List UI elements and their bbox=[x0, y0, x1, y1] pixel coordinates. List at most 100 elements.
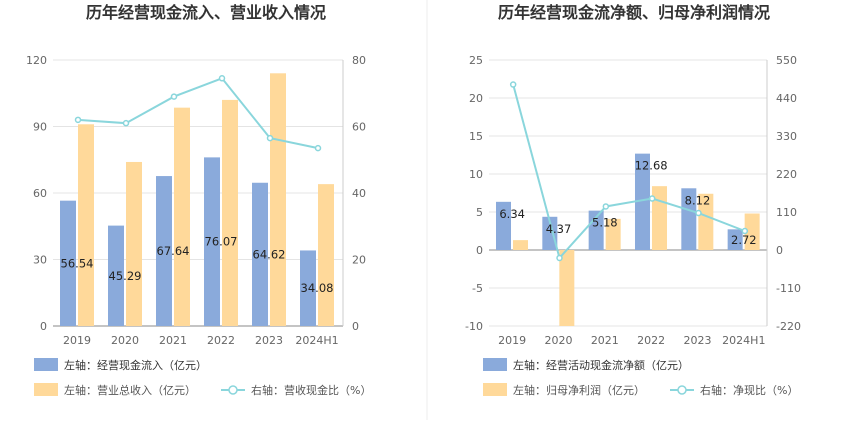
bar-data-label: 6.34 bbox=[499, 207, 525, 221]
bar-data-label: 67.64 bbox=[157, 244, 190, 258]
bar-series-2 bbox=[318, 184, 334, 326]
bar-series-2 bbox=[744, 213, 760, 250]
line-series bbox=[77, 77, 319, 150]
bar-series-2 bbox=[698, 193, 714, 250]
category-label: 2024H1 bbox=[722, 334, 765, 347]
left-axis-tick-label: 0 bbox=[40, 320, 47, 333]
chart-title: 历年经营现金流净额、归母净利润情况 bbox=[498, 3, 770, 22]
right-axis-tick-label: 60 bbox=[352, 121, 366, 134]
bar-series-1 bbox=[252, 182, 268, 326]
left-axis-tick-label: 15 bbox=[469, 130, 483, 143]
legend-swatch-bar1 bbox=[483, 358, 507, 371]
right-axis-tick-label: 0 bbox=[776, 244, 783, 257]
bar-series-2 bbox=[270, 73, 286, 326]
legend-label-bar2: 左轴：营业总收入（亿元） bbox=[64, 383, 196, 397]
left-axis-tick-label: 25 bbox=[469, 54, 483, 67]
right-axis-tick-label: 0 bbox=[352, 320, 359, 333]
bar-series-2 bbox=[222, 99, 238, 327]
line-point bbox=[314, 144, 322, 152]
bar-data-label: 4.37 bbox=[546, 222, 572, 236]
line-point bbox=[218, 75, 226, 82]
category-label: 2019 bbox=[498, 334, 526, 347]
line-point bbox=[170, 93, 178, 100]
left-axis-tick-label: 0 bbox=[476, 244, 483, 257]
category-label: 2019 bbox=[63, 334, 91, 347]
left-axis-tick-label: 60 bbox=[33, 187, 47, 200]
left-axis-tick-label: 5 bbox=[476, 206, 483, 219]
right-axis-tick-label: 220 bbox=[776, 168, 797, 181]
category-label: 2022 bbox=[637, 334, 665, 347]
right-axis-tick-label: 40 bbox=[352, 187, 366, 200]
bar-data-label: 5.18 bbox=[592, 216, 618, 230]
bar-data-label: 2.72 bbox=[731, 233, 757, 247]
left-axis-tick-label: 30 bbox=[33, 254, 47, 267]
legend-swatch-bar2 bbox=[483, 383, 507, 396]
bar-series-1 bbox=[204, 157, 220, 326]
category-label: 2022 bbox=[207, 334, 235, 347]
bar-series-2 bbox=[651, 186, 667, 250]
bar-series-1 bbox=[496, 201, 511, 250]
chart-panel-2: 历年经营现金流净额、归母净利润情况 -10 -5 0 5 10 15 20 25 -220 -110… bbox=[465, 3, 801, 397]
left-axis-tick-label: 20 bbox=[469, 92, 483, 105]
legend: 左轴：经营活动现金流净额（亿元） 左轴：归母净利润（亿元） 右轴：净现比（%） bbox=[483, 358, 798, 397]
left-axis-tick-label: -10 bbox=[465, 320, 483, 333]
line-series bbox=[512, 84, 746, 260]
line-point bbox=[556, 254, 563, 262]
right-axis-tick-label: 80 bbox=[352, 54, 366, 67]
right-axis-tick-label: 20 bbox=[352, 254, 366, 267]
line-point bbox=[695, 209, 702, 217]
line-point bbox=[266, 134, 274, 142]
bar-data-label: 12.68 bbox=[635, 159, 668, 173]
bar-series-1 bbox=[634, 153, 650, 250]
right-axis-tick-label: -220 bbox=[776, 320, 801, 333]
bar-series-2 bbox=[78, 124, 94, 327]
bar-series-1 bbox=[108, 225, 124, 326]
left-axis-tick-label: 10 bbox=[469, 168, 483, 181]
legend-swatch-line-marker bbox=[228, 385, 238, 395]
right-axis-tick-label: 330 bbox=[776, 130, 797, 143]
bar-data-label: 64.62 bbox=[253, 247, 286, 261]
legend-label-bar1: 左轴：经营活动现金流净额（亿元） bbox=[513, 358, 689, 372]
legend: 左轴：经营现金流入（亿元） 左轴：营业总收入（亿元） 右轴：营收现金比（%） bbox=[34, 358, 371, 397]
legend-swatch-bar2 bbox=[34, 383, 58, 396]
bar-series-1 bbox=[681, 188, 697, 250]
legend-label-bar2: 左轴：归母净利润（亿元） bbox=[513, 383, 645, 397]
chart-title: 历年经营现金流入、营业收入情况 bbox=[86, 3, 326, 22]
legend-swatch-bar1 bbox=[34, 358, 58, 371]
right-axis-tick-label: 110 bbox=[776, 206, 797, 219]
category-label: 2024H1 bbox=[295, 334, 338, 347]
right-axis-tick-label: 440 bbox=[776, 92, 797, 105]
legend-label-bar1: 左轴：经营现金流入（亿元） bbox=[64, 358, 207, 372]
bar-data-label: 56.54 bbox=[61, 256, 94, 270]
category-label: 2021 bbox=[159, 334, 187, 347]
category-label: 2020 bbox=[111, 334, 139, 347]
bar-data-label: 45.29 bbox=[109, 269, 142, 283]
category-label: 2023 bbox=[683, 334, 711, 347]
legend-swatch-line-marker bbox=[677, 385, 687, 395]
bar-series-1 bbox=[727, 229, 743, 250]
bar-series-1 bbox=[60, 200, 76, 326]
left-axis-tick-label: 90 bbox=[33, 121, 47, 134]
bar-series-2 bbox=[559, 250, 575, 326]
category-label: 2021 bbox=[591, 334, 619, 347]
chart-panel-1: 历年经营现金流入、营业收入情况 0 30 60 90 120 0 20 40 60 80 2019 20… bbox=[26, 3, 371, 397]
category-label: 2023 bbox=[255, 334, 283, 347]
bar-series-1 bbox=[156, 176, 172, 326]
line-point bbox=[509, 81, 517, 88]
bar-series-2 bbox=[513, 240, 528, 250]
legend-label-line: 右轴：营收现金比（%） bbox=[251, 383, 371, 397]
right-axis-tick-label: 550 bbox=[776, 54, 797, 67]
bar-data-label: 76.07 bbox=[205, 235, 238, 249]
line-point bbox=[648, 195, 656, 202]
bar-series-2 bbox=[174, 107, 190, 327]
bar-data-label: 34.08 bbox=[301, 281, 334, 295]
bar-series-2 bbox=[605, 218, 621, 250]
legend-label-line: 右轴：净现比（%） bbox=[700, 383, 798, 397]
bar-series-1 bbox=[300, 250, 316, 326]
line-point bbox=[741, 227, 749, 235]
line-point bbox=[122, 119, 130, 127]
bar-data-label: 8.12 bbox=[685, 193, 711, 207]
right-axis-tick-label: -110 bbox=[776, 282, 801, 295]
bar-series-1 bbox=[542, 216, 558, 250]
